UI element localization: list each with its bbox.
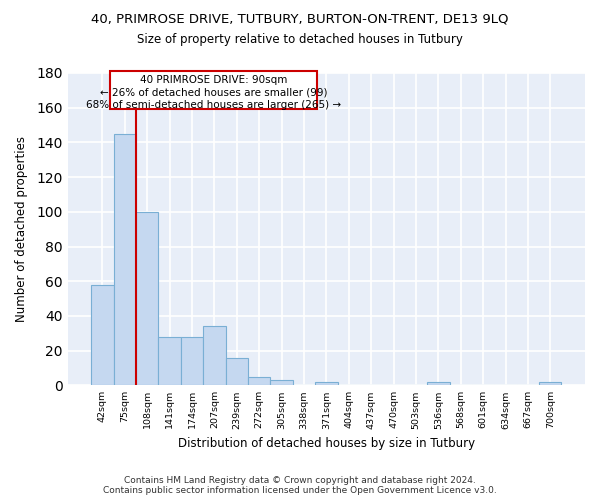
Text: ← 26% of detached houses are smaller (99): ← 26% of detached houses are smaller (99…	[100, 88, 328, 98]
Bar	[539, 382, 562, 386]
Bar	[427, 382, 449, 386]
Bar	[271, 380, 293, 386]
Bar	[203, 326, 226, 386]
Bar	[248, 376, 271, 386]
Text: Contains HM Land Registry data © Crown copyright and database right 2024.
Contai: Contains HM Land Registry data © Crown c…	[103, 476, 497, 495]
Bar	[226, 358, 248, 386]
Bar	[91, 284, 113, 386]
Y-axis label: Number of detached properties: Number of detached properties	[15, 136, 28, 322]
Bar	[158, 336, 181, 386]
Bar	[181, 336, 203, 386]
Bar	[136, 212, 158, 386]
X-axis label: Distribution of detached houses by size in Tutbury: Distribution of detached houses by size …	[178, 437, 475, 450]
Bar	[113, 134, 136, 386]
Text: Size of property relative to detached houses in Tutbury: Size of property relative to detached ho…	[137, 32, 463, 46]
Text: 68% of semi-detached houses are larger (265) →: 68% of semi-detached houses are larger (…	[86, 100, 341, 110]
Text: 40 PRIMROSE DRIVE: 90sqm: 40 PRIMROSE DRIVE: 90sqm	[140, 74, 287, 85]
Text: 40, PRIMROSE DRIVE, TUTBURY, BURTON-ON-TRENT, DE13 9LQ: 40, PRIMROSE DRIVE, TUTBURY, BURTON-ON-T…	[91, 12, 509, 26]
FancyBboxPatch shape	[110, 72, 317, 110]
Bar	[315, 382, 338, 386]
